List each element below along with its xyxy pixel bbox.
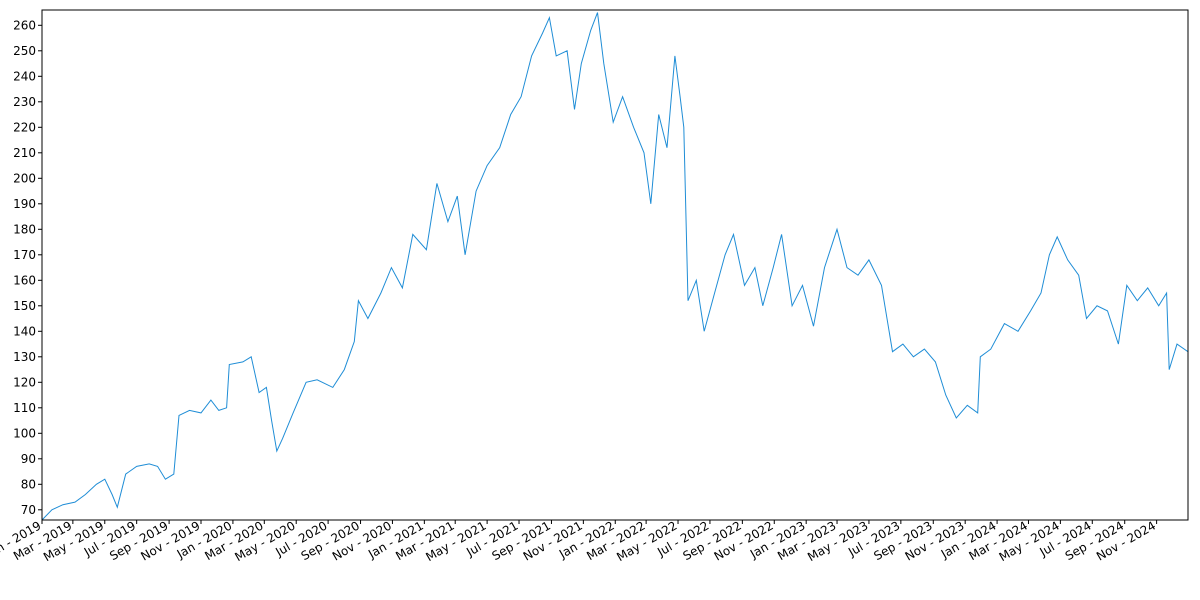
y-tick-label: 180 [13, 222, 36, 236]
y-tick-label: 120 [13, 375, 36, 389]
plot-frame [41, 9, 1189, 521]
y-tick-label: 160 [13, 273, 36, 287]
y-tick-label: 150 [13, 299, 36, 313]
y-tick-label: 260 [13, 18, 36, 32]
y-tick-label: 100 [13, 426, 36, 440]
y-tick-label: 80 [21, 477, 36, 491]
y-tick-label: 90 [21, 452, 36, 466]
y-tick-label: 170 [13, 248, 36, 262]
y-tick-label: 240 [13, 69, 36, 83]
y-tick-label: 220 [13, 120, 36, 134]
y-tick-label: 250 [13, 44, 36, 58]
y-tick-label: 70 [21, 503, 36, 517]
y-tick-label: 200 [13, 171, 36, 185]
y-tick-label: 110 [13, 401, 36, 415]
y-tick-label: 230 [13, 95, 36, 109]
y-tick-label: 190 [13, 197, 36, 211]
y-tick-label: 210 [13, 146, 36, 160]
y-tick-label: 130 [13, 350, 36, 364]
y-tick-label: 140 [13, 324, 36, 338]
y-axis: 70 80 90 100 110 120 130 140 150 160 170 180 190 200 2… [13, 18, 42, 517]
price-series-line [42, 12, 1188, 520]
